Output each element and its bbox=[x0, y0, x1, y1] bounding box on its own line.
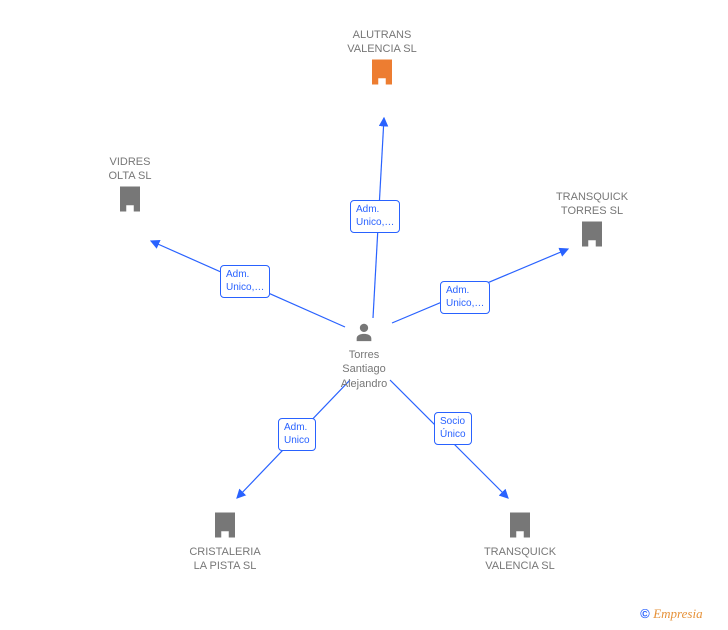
building-icon bbox=[505, 510, 535, 540]
company-node: CRISTALERIA LA PISTA SL bbox=[175, 510, 275, 574]
company-label: ALUTRANS VALENCIA SL bbox=[332, 28, 432, 57]
person-icon bbox=[353, 321, 375, 343]
center-person-label: Torres Santiago Alejandro bbox=[324, 348, 404, 391]
company-label: TRANSQUICK TORRES SL bbox=[542, 190, 642, 219]
company-node: ALUTRANS VALENCIA SL bbox=[332, 28, 432, 92]
edge-label: Socio Único bbox=[434, 412, 472, 445]
building-icon bbox=[367, 57, 397, 87]
edge-label: Adm. Unico bbox=[278, 418, 316, 451]
company-node: TRANSQUICK TORRES SL bbox=[542, 190, 642, 254]
building-icon bbox=[577, 219, 607, 249]
edge-label: Adm. Unico,… bbox=[440, 281, 490, 314]
company-label: VIDRES OLTA SL bbox=[80, 155, 180, 184]
company-label: TRANSQUICK VALENCIA SL bbox=[470, 545, 570, 574]
edge-label: Adm. Unico,… bbox=[220, 265, 270, 298]
company-node: TRANSQUICK VALENCIA SL bbox=[470, 510, 570, 574]
building-icon bbox=[115, 184, 145, 214]
brand-name: Empresia bbox=[653, 606, 702, 621]
company-node: VIDRES OLTA SL bbox=[80, 155, 180, 219]
building-icon bbox=[210, 510, 240, 540]
company-label: CRISTALERIA LA PISTA SL bbox=[175, 545, 275, 574]
edge-label: Adm. Unico,… bbox=[350, 200, 400, 233]
center-person-node: Torres Santiago Alejandro bbox=[324, 321, 404, 391]
watermark: © Empresia bbox=[640, 606, 703, 622]
edges-layer bbox=[0, 0, 728, 630]
copyright-symbol: © bbox=[640, 606, 650, 621]
